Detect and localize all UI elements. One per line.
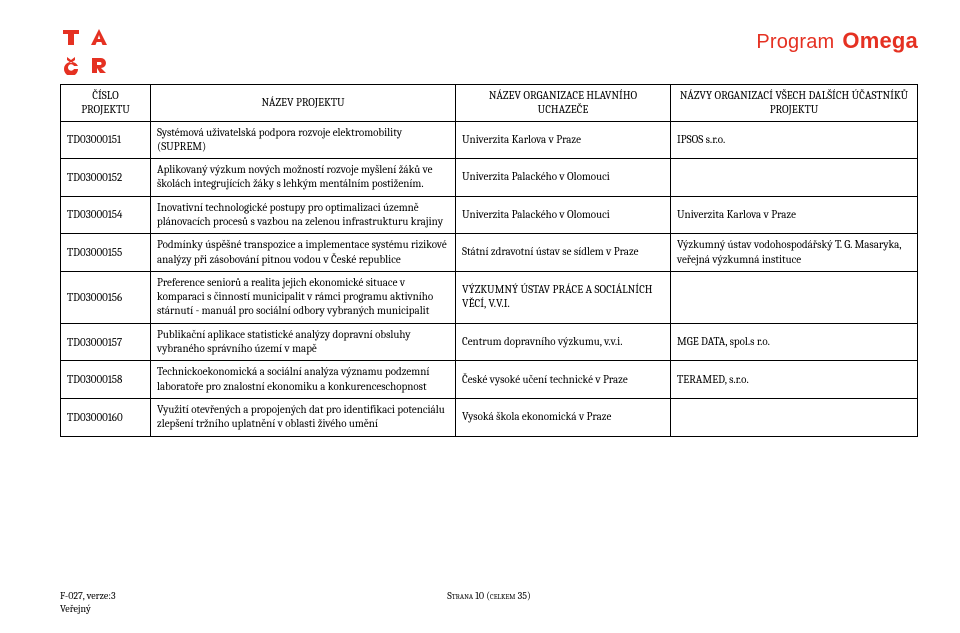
footer-left: F-027, verze:3 Veřejný <box>60 590 116 615</box>
cell-project-id: TD03000151 <box>61 121 151 159</box>
col-header-name: NÁZEV PROJEKTU <box>151 85 456 122</box>
cell-participants <box>671 398 918 436</box>
logo-letter-a-icon <box>88 26 110 48</box>
table-row: TD03000156Preference seniorů a realita j… <box>61 271 918 323</box>
logo-letter-t-icon <box>60 26 82 48</box>
footer-page-number: Strana 10 (celkem 35) <box>447 590 531 602</box>
cell-main-org: Univerzita Palackého v Olomouci <box>456 196 671 234</box>
footer-visibility: Veřejný <box>60 603 91 615</box>
cell-participants: Univerzita Karlova v Praze <box>671 196 918 234</box>
cell-main-org: Centrum dopravního výzkumu, v.v.i. <box>456 323 671 361</box>
footer-text: (celkem <box>484 590 518 602</box>
footer-text: ) <box>527 590 531 602</box>
cell-participants <box>671 271 918 323</box>
cell-participants: TERAMED, s.r.o. <box>671 361 918 399</box>
header: Program Omega <box>60 26 918 76</box>
program-name: Omega <box>842 28 918 54</box>
cell-project-id: TD03000152 <box>61 159 151 197</box>
logo-letter-c-icon <box>60 54 82 76</box>
footer-text: Strana <box>447 590 475 602</box>
cell-project-id: TD03000158 <box>61 361 151 399</box>
col-header-text: PROJEKTU <box>770 103 819 116</box>
cell-main-org: Vysoká škola ekonomická v Praze <box>456 398 671 436</box>
cell-project-id: TD03000156 <box>61 271 151 323</box>
program-title: Program Omega <box>756 28 918 54</box>
table-header-row: ČÍSLO PROJEKTU NÁZEV PROJEKTU NÁZEV ORGA… <box>61 85 918 122</box>
col-header-text: NÁZVY ORGANIZACÍ VŠECH DALŠÍCH ÚČASTNÍKŮ <box>680 89 908 102</box>
footer-text: 35 <box>518 590 527 602</box>
cell-project-id: TD03000157 <box>61 323 151 361</box>
projects-table: ČÍSLO PROJEKTU NÁZEV PROJEKTU NÁZEV ORGA… <box>60 84 918 437</box>
cell-project-name: Publikační aplikace statistické analýzy … <box>151 323 456 361</box>
cell-project-name: Podmínky úspěšné transpozice a implement… <box>151 234 456 272</box>
col-header-id: ČÍSLO PROJEKTU <box>61 85 151 122</box>
page-footer: F-027, verze:3 Veřejný Strana 10 (celkem… <box>60 590 918 615</box>
table-row: TD03000160Využití otevřených a propojený… <box>61 398 918 436</box>
cell-project-name: Systémová uživatelská podpora rozvoje el… <box>151 121 456 159</box>
cell-project-name: Využití otevřených a propojených dat pro… <box>151 398 456 436</box>
cell-main-org: Státní zdravotní ústav se sídlem v Praze <box>456 234 671 272</box>
cell-participants <box>671 159 918 197</box>
table-row: TD03000151Systémová uživatelská podpora … <box>61 121 918 159</box>
cell-project-name: Inovativní technologické postupy pro opt… <box>151 196 456 234</box>
cell-project-name: Preference seniorů a realita jejich ekon… <box>151 271 456 323</box>
cell-main-org: Univerzita Karlova v Praze <box>456 121 671 159</box>
table-row: TD03000157Publikační aplikace statistick… <box>61 323 918 361</box>
program-label: Program <box>756 31 834 54</box>
table-row: TD03000158Technickoekonomická a sociální… <box>61 361 918 399</box>
cell-project-name: Aplikovaný výzkum nových možností rozvoj… <box>151 159 456 197</box>
col-header-text: NÁZEV ORGANIZACE HLAVNÍHO <box>489 89 637 102</box>
footer-text: 10 <box>475 590 484 602</box>
cell-participants: IPSOS s.r.o. <box>671 121 918 159</box>
logo-letter-r-icon <box>88 54 110 76</box>
col-header-text: UCHAZEČE <box>538 103 589 116</box>
cell-participants: Výzkumný ústav vodohospodářský T. G. Mas… <box>671 234 918 272</box>
tacr-logo <box>60 26 110 76</box>
col-header-text: PROJEKTU <box>81 103 130 116</box>
table-row: TD03000155Podmínky úspěšné transpozice a… <box>61 234 918 272</box>
col-header-participants: NÁZVY ORGANIZACÍ VŠECH DALŠÍCH ÚČASTNÍKŮ… <box>671 85 918 122</box>
cell-project-id: TD03000155 <box>61 234 151 272</box>
cell-project-id: TD03000154 <box>61 196 151 234</box>
cell-participants: MGE DATA, spol.s r.o. <box>671 323 918 361</box>
cell-main-org: České vysoké učení technické v Praze <box>456 361 671 399</box>
cell-main-org: VÝZKUMNÝ ÚSTAV PRÁCE A SOCIÁLNÍCH VĚCÍ, … <box>456 271 671 323</box>
cell-project-name: Technickoekonomická a sociální analýza v… <box>151 361 456 399</box>
table-row: TD03000152Aplikovaný výzkum nových možno… <box>61 159 918 197</box>
table-row: TD03000154Inovativní technologické postu… <box>61 196 918 234</box>
cell-main-org: Univerzita Palackého v Olomouci <box>456 159 671 197</box>
col-header-text: ČÍSLO <box>92 89 119 102</box>
col-header-org: NÁZEV ORGANIZACE HLAVNÍHO UCHAZEČE <box>456 85 671 122</box>
footer-doc-id: F-027, verze:3 <box>60 590 116 602</box>
cell-project-id: TD03000160 <box>61 398 151 436</box>
